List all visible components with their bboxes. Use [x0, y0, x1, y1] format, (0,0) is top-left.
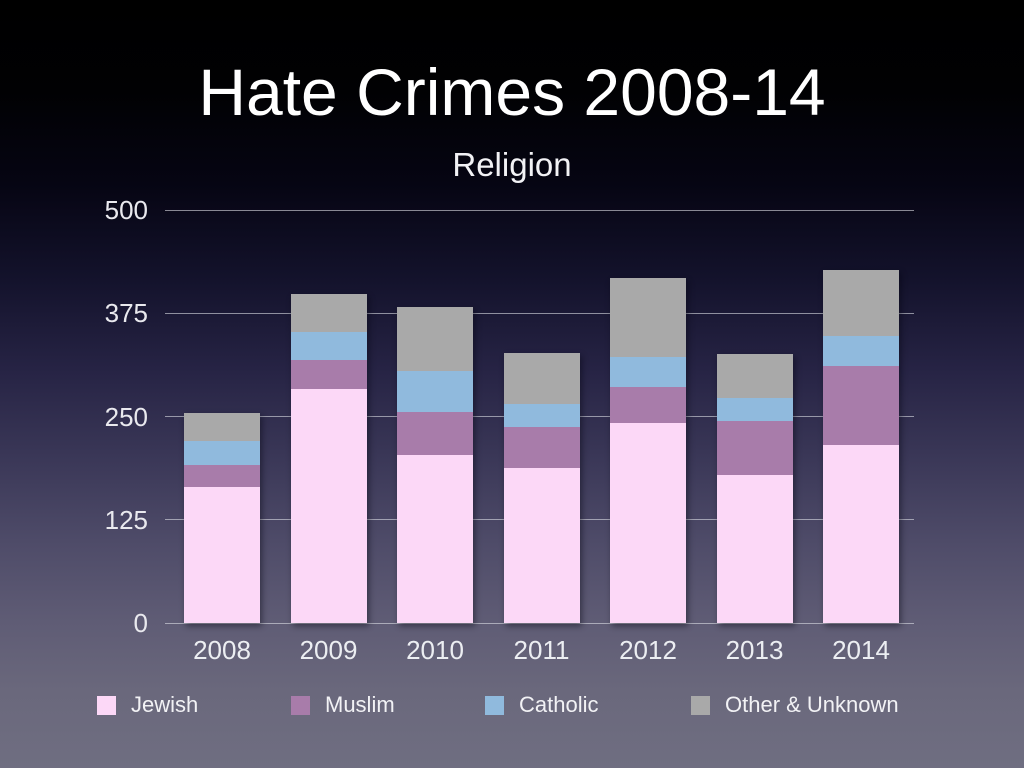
bar-segment-2008-other-unknown [184, 413, 260, 442]
gridline-0 [165, 622, 914, 624]
bar-segment-2013-catholic [716, 397, 793, 421]
bar-segment-2011-catholic [503, 404, 580, 428]
gridline-375 [165, 312, 914, 314]
bar-segment-2013-jewish [716, 475, 793, 623]
bar-segment-2010-catholic [397, 371, 473, 413]
x-tick-label-2014: 2014 [832, 635, 890, 665]
legend-label: Catholic [519, 692, 599, 717]
bar-segment-2010-jewish [397, 454, 473, 623]
bar-segment-2008-muslim [184, 465, 260, 487]
x-tick-label-2013: 2013 [725, 635, 784, 665]
bar-segment-2010-other-unknown [397, 306, 473, 372]
bar-segment-2009-other-unknown [290, 294, 367, 333]
bar-segment-2011-jewish [503, 467, 580, 623]
bar-segment-2011-muslim [503, 427, 580, 468]
x-axis: 2008 2009 2010 2011 2012 2013 2014 [165, 637, 914, 667]
y-axis: 0 125 250 375 500 [58, 197, 148, 636]
bar-segment-2013-other-unknown [716, 353, 793, 398]
bar-segment-2008-catholic [184, 441, 260, 466]
legend-swatch-icon [97, 695, 116, 715]
x-tick-label-2010: 2010 [406, 635, 464, 665]
bar-segment-2012-catholic [610, 357, 686, 387]
bar-segment-2009-catholic [290, 332, 367, 360]
bar-segment-2014-other-unknown [823, 270, 899, 337]
legend-label: Muslim [325, 692, 395, 717]
legend-item-catholic: Catholic [485, 692, 598, 718]
y-tick-label-500: 500 [104, 195, 148, 225]
bar-segment-2011-other-unknown [503, 352, 580, 405]
chart-subtitle: Religion [452, 146, 572, 183]
bar-segment-2009-muslim [290, 359, 367, 390]
bar-segment-2010-muslim [397, 412, 473, 455]
x-tick-label-2012: 2012 [619, 635, 677, 665]
legend-swatch-icon [291, 695, 310, 715]
x-tick-label-2009: 2009 [299, 635, 358, 665]
legend-item-muslim: Muslim [291, 692, 395, 718]
y-tick-label-0: 0 [133, 608, 148, 638]
bar-segment-2014-muslim [823, 366, 899, 446]
bar-segment-2013-muslim [716, 420, 793, 476]
legend-item-jewish: Jewish [97, 692, 198, 718]
legend-swatch-icon [485, 695, 504, 715]
bar-segment-2008-jewish [184, 486, 260, 623]
bar-2010 [397, 306, 473, 623]
bar-2013 [716, 353, 793, 623]
bar-2008 [184, 413, 260, 623]
legend-swatch-icon [691, 695, 710, 715]
chart-title: Hate Crimes 2008-14 [198, 55, 826, 129]
y-tick-label-375: 375 [104, 298, 148, 329]
legend: Jewish Muslim Catholic Other & Unknown [0, 692, 1024, 722]
bar-segment-2014-catholic [823, 336, 899, 367]
bar-segment-2009-jewish [290, 389, 367, 623]
bar-2014 [823, 270, 899, 623]
bar-segment-2012-muslim [610, 386, 686, 424]
bar-segment-2014-jewish [823, 445, 899, 623]
y-tick-label-250: 250 [104, 401, 148, 432]
y-tick-label-125: 125 [104, 504, 148, 535]
bar-2009 [290, 294, 367, 623]
gridline-500 [165, 209, 914, 211]
legend-item-other-unknown: Other & Unknown [691, 692, 899, 718]
bar-segment-2012-other-unknown [610, 277, 686, 358]
legend-label: Jewish [131, 692, 199, 717]
x-tick-label-2011: 2011 [513, 635, 570, 665]
plot-area [165, 209, 914, 624]
bar-2011 [503, 352, 580, 623]
legend-label: Other & Unknown [725, 692, 899, 717]
x-tick-label-2008: 2008 [193, 635, 251, 665]
bar-segment-2012-jewish [610, 423, 686, 623]
bar-2012 [610, 277, 686, 623]
